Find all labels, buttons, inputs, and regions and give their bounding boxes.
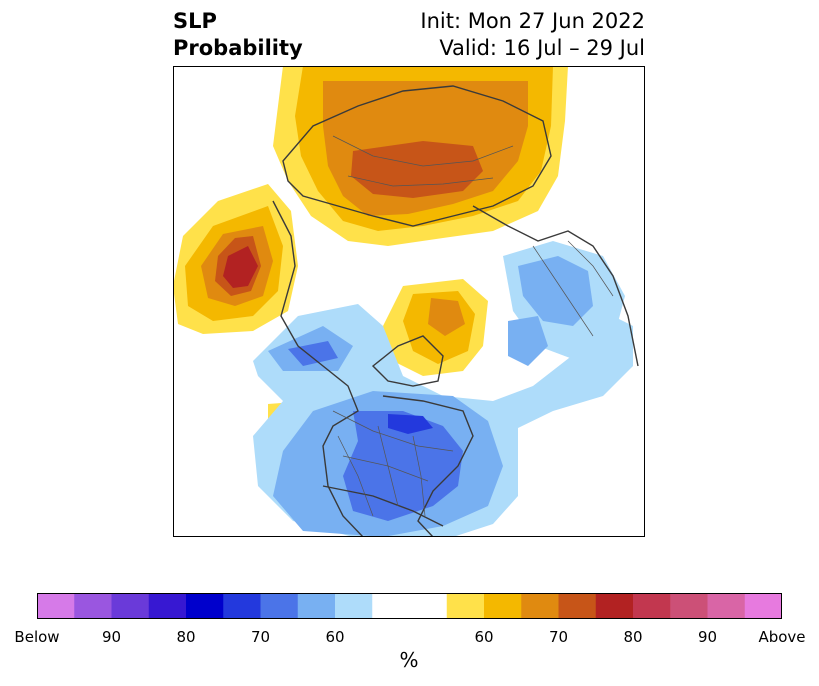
colorbar-segment <box>260 593 299 619</box>
colorbar-tick-label: Above <box>758 628 806 646</box>
colorbar-tick-label: 60 <box>325 628 345 646</box>
above-normal-region-greenland <box>383 279 488 376</box>
colorbar-tick-label: 80 <box>176 628 196 646</box>
colorbar-segment <box>335 593 373 619</box>
borders <box>332 135 614 517</box>
colorbar-segment <box>409 593 448 619</box>
map-dates: Init: Mon 27 Jun 2022 Valid: 16 Jul – 29… <box>420 8 645 62</box>
map-title: SLP Probability <box>173 8 303 62</box>
colorbar <box>37 593 782 619</box>
colorbar-tick-label: 80 <box>623 628 643 646</box>
title-variable: SLP <box>173 9 217 33</box>
colorbar-segment <box>372 593 410 619</box>
colorbar-tick-label: 70 <box>548 628 569 646</box>
colorbar-segment <box>74 593 112 619</box>
init-date: Init: Mon 27 Jun 2022 <box>420 9 645 33</box>
colorbar-segment <box>111 593 150 619</box>
title-variable-type: Probability <box>173 36 303 60</box>
colorbar-segment <box>707 593 746 619</box>
above-normal-region-pacific <box>173 184 298 334</box>
colorbar-tick-label: 70 <box>250 628 271 646</box>
colorbar-segment <box>186 593 224 619</box>
colorbar-segment <box>446 593 485 619</box>
colorbar-segment <box>521 593 559 619</box>
colorbar-segment <box>670 593 708 619</box>
colorbar-segment <box>633 593 671 619</box>
colorbar-border <box>37 593 782 619</box>
colorbar-segment <box>223 593 261 619</box>
colorbar-tick-label: 60 <box>474 628 494 646</box>
colorbar-tick-label: 90 <box>697 628 718 646</box>
coastlines <box>272 85 639 537</box>
colorbar-segment <box>297 593 336 619</box>
valid-range: Valid: 16 Jul – 29 Jul <box>439 36 645 60</box>
colorbar-segment <box>484 593 522 619</box>
colorbar-tick-label: Below <box>14 628 60 646</box>
colorbar-segment <box>558 593 597 619</box>
colorbar-unit-label: % <box>399 648 419 672</box>
probability-map <box>173 66 645 537</box>
colorbar-segment <box>148 593 187 619</box>
below-normal-region-north-america <box>253 304 633 537</box>
colorbar-segment <box>37 593 75 619</box>
colorbar-tick-label: 90 <box>101 628 122 646</box>
colorbar-segment <box>744 593 782 619</box>
colorbar-segment <box>595 593 634 619</box>
